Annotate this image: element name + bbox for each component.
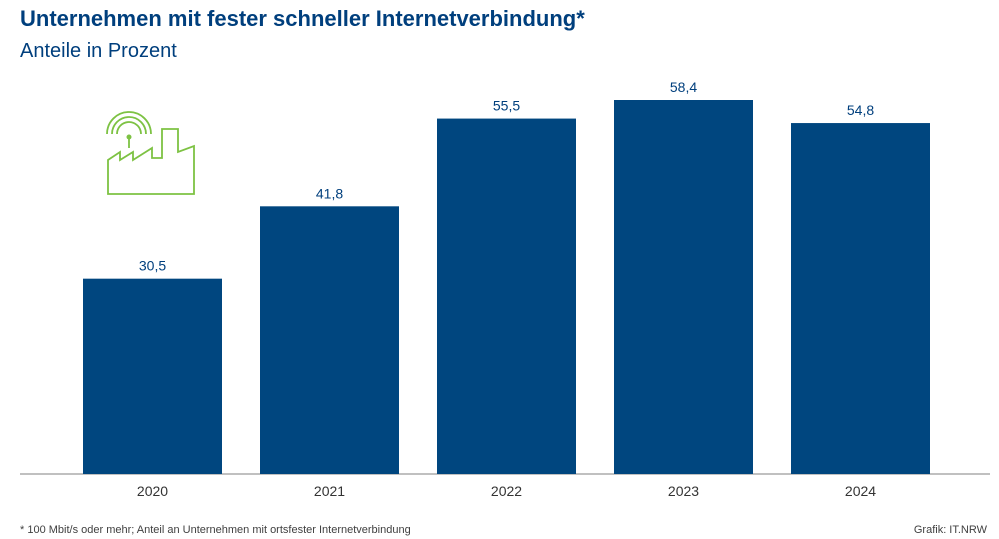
- data-label-2023: 58,4: [670, 79, 697, 95]
- factory-wifi-icon: [106, 111, 195, 195]
- x-tick-label-2020: 2020: [137, 483, 168, 499]
- bar-2020: [83, 278, 222, 474]
- data-label-2020: 30,5: [139, 258, 166, 274]
- source-credit: Grafik: IT.NRW: [913, 524, 987, 536]
- bar-2021: [260, 206, 399, 474]
- data-label-2021: 41,8: [316, 185, 343, 201]
- bar-2022: [437, 118, 576, 475]
- bar-2023: [614, 100, 753, 474]
- x-tick-label-2021: 2021: [314, 483, 345, 499]
- chart-subtitle: Anteile in Prozent: [20, 40, 177, 62]
- data-label-2024: 54,8: [847, 102, 874, 118]
- chart-title: Unternehmen mit fester schneller Interne…: [20, 6, 585, 31]
- bar-2024: [791, 123, 930, 474]
- footnote: * 100 Mbit/s oder mehr; Anteil an Untern…: [20, 524, 411, 536]
- x-tick-label-2024: 2024: [845, 483, 876, 499]
- x-tick-label-2022: 2022: [491, 483, 522, 499]
- x-tick-label-2023: 2023: [668, 483, 699, 499]
- data-label-2022: 55,5: [493, 98, 520, 114]
